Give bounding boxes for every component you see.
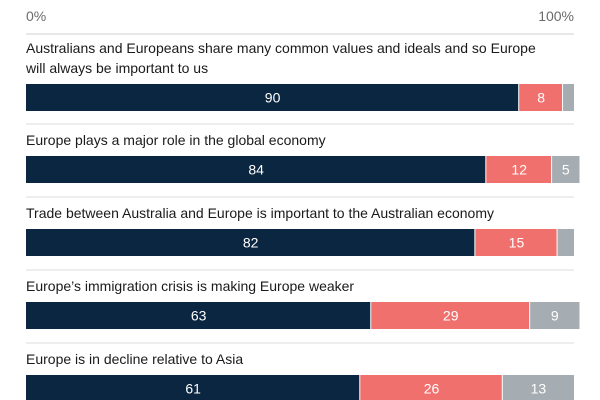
category-label-1: Australians and Europeans share many com…	[25, 40, 536, 76]
value-label-1-2: 8	[537, 90, 545, 106]
x-tick-0: 0%	[26, 8, 46, 24]
category-label-2: Europe plays a major role in the global …	[26, 132, 326, 148]
bar-segment-2-1	[26, 156, 486, 183]
bar-segment-4-1	[26, 302, 371, 329]
value-label-4-2: 29	[443, 308, 459, 324]
value-label-5-1: 61	[185, 381, 201, 397]
bar-segment-1-1	[26, 84, 519, 111]
bar-segment-2-2	[486, 156, 552, 183]
value-label-5-2: 26	[424, 381, 440, 397]
bar-segment-2-3	[552, 156, 580, 183]
category-label-3: Trade between Australia and Europe is im…	[26, 205, 494, 221]
value-label-2-1: 84	[248, 162, 264, 178]
value-label-2-3: 5	[562, 162, 570, 178]
value-label-2-2: 12	[511, 162, 527, 178]
bar-segment-1-2	[519, 84, 563, 111]
value-label-4-3: 9	[551, 308, 559, 324]
value-label-4-1: 63	[191, 308, 207, 324]
value-label-5-3: 13	[531, 381, 547, 397]
category-label-4: Europe’s immigration crisis is making Eu…	[26, 278, 354, 294]
bars-group: Australians and Europeans share many com…	[25, 40, 580, 400]
category-label-5: Europe is in decline relative to Asia	[26, 351, 243, 367]
bar-segment-3-1	[26, 229, 475, 256]
bar-segment-4-3	[530, 302, 580, 329]
value-label-3-1: 82	[243, 235, 259, 251]
bar-segment-5-3	[502, 375, 574, 400]
bar-segment-3-2	[475, 229, 557, 256]
bar-segment-5-1	[26, 375, 360, 400]
bar-segment-5-2	[360, 375, 502, 400]
bar-segment-4-2	[371, 302, 530, 329]
value-label-3-2: 15	[509, 235, 525, 251]
value-label-1-1: 90	[265, 90, 281, 106]
bar-segment-1-3	[563, 84, 574, 111]
bar-segment-3-3	[557, 229, 574, 256]
x-tick-100: 100%	[538, 8, 574, 24]
